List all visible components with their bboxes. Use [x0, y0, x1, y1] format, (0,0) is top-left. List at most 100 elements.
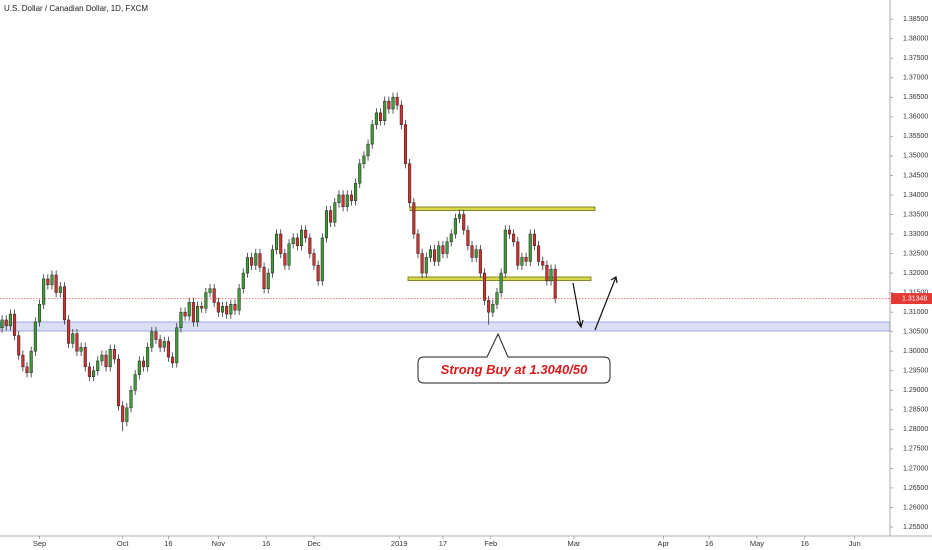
- candle-body: [187, 302, 191, 317]
- y-tick-label: 1.35500: [903, 133, 928, 140]
- candle-body: [433, 249, 437, 262]
- candle-body: [399, 104, 403, 125]
- chart-title: U.S. Dollar / Canadian Dollar, 1D, FXCM: [4, 4, 148, 13]
- candle-body: [478, 249, 482, 274]
- x-tick-label: 16: [801, 539, 809, 548]
- candle-body: [0, 319, 4, 329]
- x-tick-label: Jun: [849, 539, 861, 548]
- candle-body: [250, 257, 254, 266]
- x-tick-label: Dec: [307, 539, 321, 548]
- candle-body: [121, 405, 125, 422]
- candle-body: [337, 194, 341, 204]
- candle-body: [58, 286, 62, 293]
- y-tick-label: 1.33500: [903, 211, 928, 218]
- candle-body: [270, 249, 274, 274]
- candle-body: [499, 272, 503, 293]
- candle-body: [54, 274, 58, 293]
- candle-body: [254, 253, 258, 266]
- y-tick-label: 1.30500: [903, 329, 928, 336]
- candle-body: [466, 229, 470, 246]
- candle-body: [71, 333, 75, 344]
- candle-body: [470, 245, 474, 258]
- y-tick-label: 1.36500: [903, 94, 928, 101]
- candle-body: [362, 155, 366, 164]
- candle-body: [366, 143, 370, 157]
- y-tick-label: 1.29000: [903, 387, 928, 394]
- x-tick-label: 16: [164, 539, 172, 548]
- candle-body: [528, 233, 532, 262]
- candle-body: [345, 194, 349, 207]
- candle-body: [75, 333, 79, 352]
- candle-body: [449, 233, 453, 243]
- candle-body: [158, 339, 162, 348]
- x-tick-label: 16: [705, 539, 713, 548]
- candle-body: [225, 306, 229, 315]
- candle-body: [553, 268, 557, 299]
- candle-body: [537, 245, 541, 262]
- arrow-down: [572, 282, 584, 329]
- range-box: [407, 276, 592, 281]
- candle-body: [96, 360, 100, 371]
- candle-body: [137, 360, 141, 375]
- candle-body: [21, 354, 25, 368]
- y-tick-label: 1.31000: [903, 309, 928, 316]
- candle-body: [229, 304, 233, 315]
- candle-body: [395, 97, 399, 106]
- candle-body: [100, 354, 104, 362]
- candle-body: [129, 390, 133, 409]
- candle-body: [79, 347, 83, 352]
- y-tick-label: 1.38000: [903, 36, 928, 43]
- candle-body: [200, 306, 204, 309]
- candle-body: [212, 288, 216, 303]
- x-tick-label: May: [750, 539, 764, 548]
- candle-body: [445, 241, 449, 254]
- candle-body: [62, 286, 67, 321]
- candle-body: [304, 229, 308, 239]
- candle-body: [125, 407, 129, 422]
- candle-body: [196, 306, 200, 323]
- candle-body: [503, 229, 507, 274]
- y-tick-label: 1.37000: [903, 75, 928, 82]
- candle-body: [320, 237, 324, 282]
- callout-text: Strong Buy at 1.3040/50: [441, 362, 588, 377]
- candle-body: [545, 265, 549, 282]
- candle-body: [104, 354, 108, 368]
- candle-body: [329, 210, 333, 223]
- candle-body: [50, 274, 54, 286]
- candle-body: [491, 304, 495, 313]
- y-tick-label: 1.27500: [903, 446, 928, 453]
- candle-body: [299, 229, 304, 246]
- y-tick-label: 1.36000: [903, 114, 928, 121]
- candle-body: [154, 331, 158, 340]
- candle-body: [146, 347, 150, 368]
- y-tick-label: 1.37500: [903, 55, 928, 62]
- candle-body: [245, 257, 249, 274]
- candle-body: [532, 233, 536, 246]
- candle-body: [441, 245, 445, 254]
- candle-body: [287, 243, 291, 266]
- last-price-tag: [891, 293, 932, 305]
- candle-body: [549, 268, 553, 282]
- y-tick-label: 1.26500: [903, 485, 928, 492]
- candle-body: [316, 265, 320, 282]
- candle-body: [262, 266, 266, 289]
- candle-body: [354, 182, 358, 202]
- candles: [0, 92, 557, 432]
- candle-body: [420, 253, 424, 274]
- candle-body: [512, 233, 516, 243]
- candle-body: [412, 202, 416, 235]
- y-tick-label: 1.34000: [903, 192, 928, 199]
- y-tick-label: 1.32500: [903, 250, 928, 257]
- candle-body: [482, 272, 487, 301]
- candle-body: [112, 349, 116, 360]
- x-tick-label: 16: [262, 539, 270, 548]
- candle-body: [308, 237, 312, 254]
- candle-body: [541, 261, 545, 266]
- candle-body: [46, 278, 50, 286]
- candle-body: [524, 257, 528, 262]
- y-tick-label: 1.33000: [903, 231, 928, 238]
- candle-body: [283, 253, 287, 266]
- candle-body: [266, 272, 270, 289]
